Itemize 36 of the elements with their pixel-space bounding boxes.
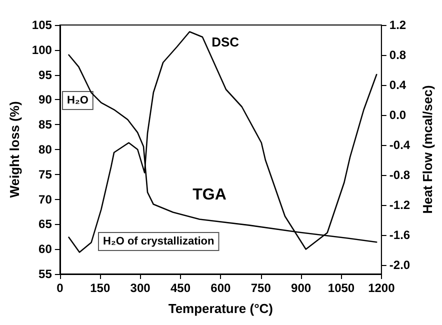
y-tick-label: 80 (38, 142, 52, 156)
y-tick-label: 55 (38, 267, 52, 281)
annotation: H₂O of crystallization (103, 236, 215, 248)
y2-tick-label: -1.2 (389, 198, 410, 212)
y-tick-label: 70 (38, 192, 52, 206)
x-tick-label: 0 (56, 281, 64, 295)
x-tick-label: 300 (130, 281, 151, 295)
x-tick-label: 1050 (328, 281, 355, 295)
y-tick-label: 105 (32, 18, 52, 32)
y-tick-label: 95 (38, 68, 52, 82)
y2-tick-label: -1.6 (389, 228, 410, 242)
series-label: DSC (212, 34, 240, 50)
y2-tick-label: 0.8 (389, 48, 406, 62)
y2-tick-label: -0.4 (389, 138, 410, 152)
y-tick-label: 90 (38, 92, 52, 107)
y2-tick-label: -2.0 (389, 258, 410, 272)
series-label: TGA (192, 186, 227, 204)
x-tick-label: 1200 (368, 281, 396, 295)
y2-tick-label: 0.4 (389, 78, 406, 92)
x-tick-label: 450 (170, 281, 191, 295)
y2-tick-label: 1.2 (389, 18, 406, 32)
y-tick-label: 60 (38, 242, 52, 256)
annotation: H₂O (67, 94, 89, 106)
y-tick-label: 65 (38, 217, 52, 232)
y2-tick-label: 0.0 (389, 108, 406, 122)
x-tick-label: 150 (90, 281, 110, 295)
y-tick-label: 85 (38, 118, 52, 132)
y2-axis-title: Heat Flow (mcal/sec) (420, 85, 435, 214)
x-tick-label: 600 (210, 281, 232, 295)
x-tick-label: 900 (291, 281, 312, 295)
y-axis-title: Weight loss (%) (7, 101, 22, 198)
y2-tick-label: -0.8 (389, 168, 410, 182)
x-tick-label: 750 (250, 281, 272, 295)
y-tick-label: 100 (32, 42, 52, 57)
x-axis-title: Temperature (°C) (168, 301, 273, 316)
y-tick-label: 75 (38, 167, 52, 182)
